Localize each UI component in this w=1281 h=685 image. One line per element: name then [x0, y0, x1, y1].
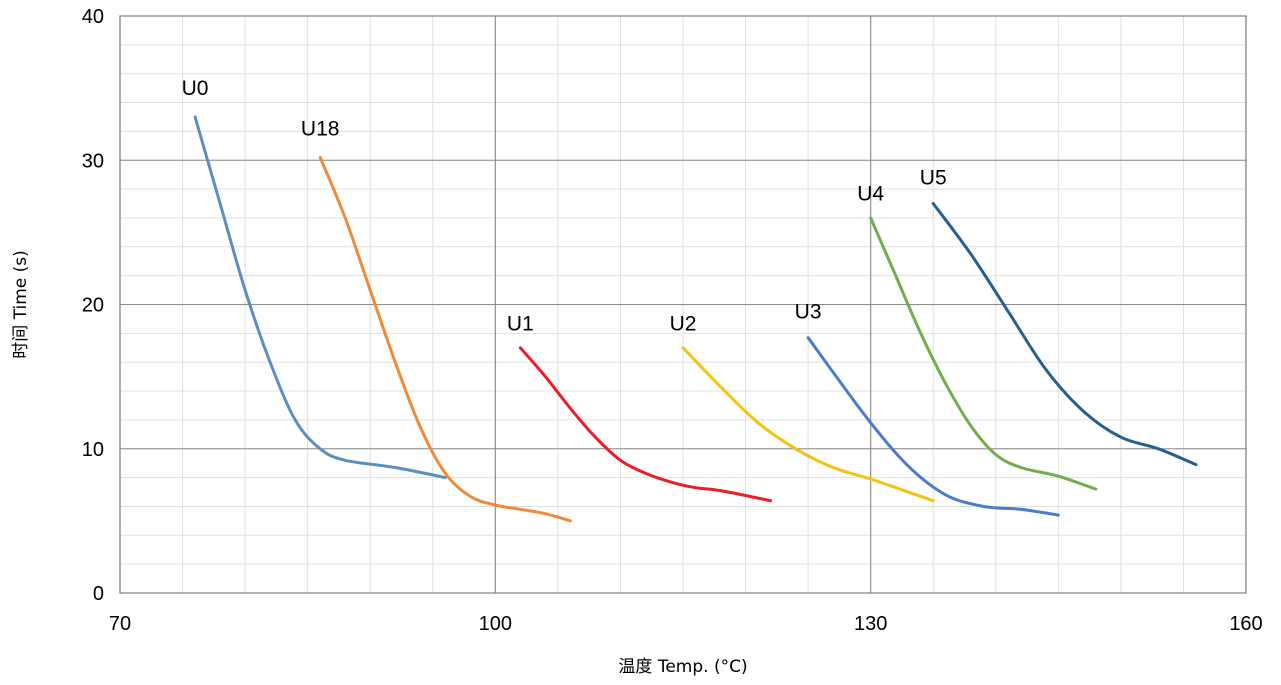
series-line-u2 — [681, 346, 935, 503]
x-tick-label: 100 — [479, 613, 512, 635]
series-label-u0: U0 — [182, 77, 209, 100]
series-layer — [193, 115, 1198, 523]
series-line-u18 — [318, 155, 572, 523]
series-label-u18: U18 — [301, 118, 340, 141]
x-axis-tick-labels: 70 100 130 160 — [109, 613, 1263, 635]
y-axis-title: 时间 Time (s) — [11, 250, 31, 359]
y-axis-tick-labels: 0 10 20 30 40 — [82, 6, 104, 605]
series-label-u2: U2 — [670, 312, 697, 335]
y-tick-label: 40 — [82, 6, 104, 28]
series-label-layer: U0 U18 U1 U2 U3 U4 U5 — [182, 77, 947, 335]
series-line-u5 — [931, 202, 1198, 467]
series-label-u3: U3 — [795, 301, 822, 324]
y-tick-label: 20 — [82, 295, 104, 317]
series-label-u4: U4 — [857, 182, 884, 205]
series-line-u1 — [518, 346, 773, 503]
series-line-u3 — [806, 336, 1060, 517]
series-label-u5: U5 — [920, 167, 947, 190]
series-line-u0 — [193, 115, 447, 480]
y-tick-label: 10 — [82, 439, 104, 461]
y-tick-label: 30 — [82, 150, 104, 172]
x-tick-label: 70 — [109, 613, 131, 635]
series-line-u4 — [869, 216, 1098, 491]
x-tick-label: 160 — [1229, 613, 1262, 635]
y-tick-label: 0 — [93, 583, 104, 605]
plot-area-frame — [119, 15, 1247, 594]
series-label-u1: U1 — [507, 312, 534, 335]
x-tick-label: 130 — [854, 613, 887, 635]
x-axis-title: 温度 Temp. (°C) — [618, 657, 747, 677]
